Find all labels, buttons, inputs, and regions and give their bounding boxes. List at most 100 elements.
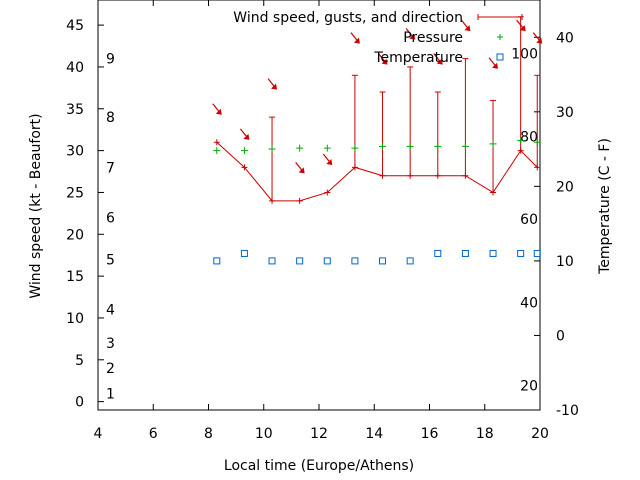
beaufort-label: 1 xyxy=(106,386,115,402)
x-tick-label: 16 xyxy=(421,426,439,442)
pressure-point xyxy=(296,144,304,152)
wind-point xyxy=(517,147,524,154)
y-left-tick-label: 25 xyxy=(66,185,84,201)
pressure-point xyxy=(461,142,469,150)
fahrenheit-label: 80 xyxy=(520,129,538,145)
y-right-tick-label: 0 xyxy=(556,328,565,344)
wind-point xyxy=(296,197,303,204)
beaufort-label: 5 xyxy=(106,252,115,268)
temperature-point xyxy=(240,249,248,257)
y-axis-label-right: Temperature (C - F) xyxy=(597,138,613,275)
legend-label-pressure: Pressure xyxy=(403,30,463,46)
plot-frame xyxy=(97,0,541,411)
wind-direction-arrowhead xyxy=(409,33,416,40)
beaufort-label: 6 xyxy=(106,211,115,227)
y-right-tick-label: 40 xyxy=(556,30,574,46)
temperature-point xyxy=(351,257,359,265)
wind-direction-arrowhead xyxy=(536,37,543,44)
pressure-point xyxy=(489,140,497,148)
pressure-point xyxy=(213,147,221,155)
wind-point xyxy=(407,172,414,179)
y-left-tick-label: 15 xyxy=(66,269,84,285)
fahrenheit-label: 60 xyxy=(520,212,538,228)
x-tick-label: 6 xyxy=(149,426,158,442)
temperature-point xyxy=(323,257,331,265)
temperature-point xyxy=(379,257,387,265)
pressure-point xyxy=(434,142,442,150)
wind-direction-arrowhead xyxy=(464,25,471,32)
temperature-point xyxy=(489,249,497,257)
x-tick-label: 20 xyxy=(531,426,549,442)
series-layer xyxy=(212,16,543,265)
wind-point xyxy=(269,197,276,204)
fahrenheit-label: 40 xyxy=(520,296,538,312)
y-right-tick-label: 20 xyxy=(556,179,574,195)
wind-point xyxy=(241,164,248,171)
pressure-point xyxy=(533,138,541,146)
beaufort-label: 8 xyxy=(106,110,115,126)
temperature-point xyxy=(296,257,304,265)
wind-point xyxy=(351,164,358,171)
x-tick-label: 18 xyxy=(476,426,494,442)
wind-direction-arrowhead xyxy=(298,167,305,174)
wind-direction-arrowhead xyxy=(215,108,222,115)
temperature-point xyxy=(213,257,221,265)
y-left-tick-label: 35 xyxy=(66,102,84,118)
beaufort-label: 2 xyxy=(106,361,115,377)
x-tick-label: 14 xyxy=(365,426,383,442)
wind-direction-arrowhead xyxy=(492,62,499,69)
x-tick-label: 10 xyxy=(255,426,273,442)
ticks-layer: 4 6 8 10 12 14 16 18 20051015202530354045-100102… xyxy=(66,0,579,442)
y-left-tick-label: 20 xyxy=(66,227,84,243)
temperature-point xyxy=(268,257,276,265)
fahrenheit-label: 100 xyxy=(511,47,538,63)
pressure-point xyxy=(240,147,248,155)
x-axis-label: Local time (Europe/Athens) xyxy=(224,458,414,474)
fahrenheit-label: 20 xyxy=(520,378,538,394)
pressure-point xyxy=(406,142,414,150)
y-right-tick-label: -10 xyxy=(556,403,579,419)
x-tick-label: 4 xyxy=(94,426,103,442)
pressure-point xyxy=(323,144,331,152)
pressure-point xyxy=(268,145,276,153)
x-tick-label: 12 xyxy=(310,426,328,442)
y-left-tick-label: 45 xyxy=(66,18,84,34)
temperature-point xyxy=(406,257,414,265)
y-right-tick-label: 10 xyxy=(556,254,574,270)
y-left-tick-label: 0 xyxy=(75,395,84,411)
wind-direction-arrowhead xyxy=(243,133,250,140)
legend-sample-pressure xyxy=(497,34,503,40)
wind-point xyxy=(379,172,386,179)
beaufort-label: 4 xyxy=(106,303,115,319)
pressure-point xyxy=(517,137,525,145)
y-right-tick-label: 30 xyxy=(556,105,574,121)
temperature-point xyxy=(517,249,525,257)
wind-point xyxy=(534,164,541,171)
wind-direction-arrowhead xyxy=(326,158,333,165)
wind-direction-arrowhead xyxy=(436,58,443,65)
y-left-tick-label: 5 xyxy=(75,353,84,369)
wind-direction-arrowhead xyxy=(271,83,278,90)
temperature-point xyxy=(533,249,541,257)
pressure-point xyxy=(351,144,359,152)
legend-label-temperature: Temperature xyxy=(373,50,463,66)
y-left-tick-label: 40 xyxy=(66,60,84,76)
wind-point xyxy=(462,172,469,179)
wind-point xyxy=(434,172,441,179)
legend-label-wind: Wind speed, gusts, and direction xyxy=(233,10,463,26)
wind-point xyxy=(213,139,220,146)
legend-sample-temperature xyxy=(496,53,504,61)
beaufort-label: 3 xyxy=(106,336,115,352)
temperature-point xyxy=(434,249,442,257)
y-left-tick-label: 10 xyxy=(66,311,84,327)
pressure-point xyxy=(379,142,387,150)
wind-point xyxy=(324,189,331,196)
wind-point xyxy=(490,189,497,196)
wind-direction-arrowhead xyxy=(381,58,388,65)
beaufort-label: 9 xyxy=(106,52,115,68)
legend: Wind speed, gusts, and direction Pressur… xyxy=(233,10,523,66)
y-axis-label-left: Wind speed (kt - Beaufort) xyxy=(28,113,44,298)
beaufort-label: 7 xyxy=(106,160,115,176)
wind-direction-arrowhead xyxy=(519,25,526,32)
